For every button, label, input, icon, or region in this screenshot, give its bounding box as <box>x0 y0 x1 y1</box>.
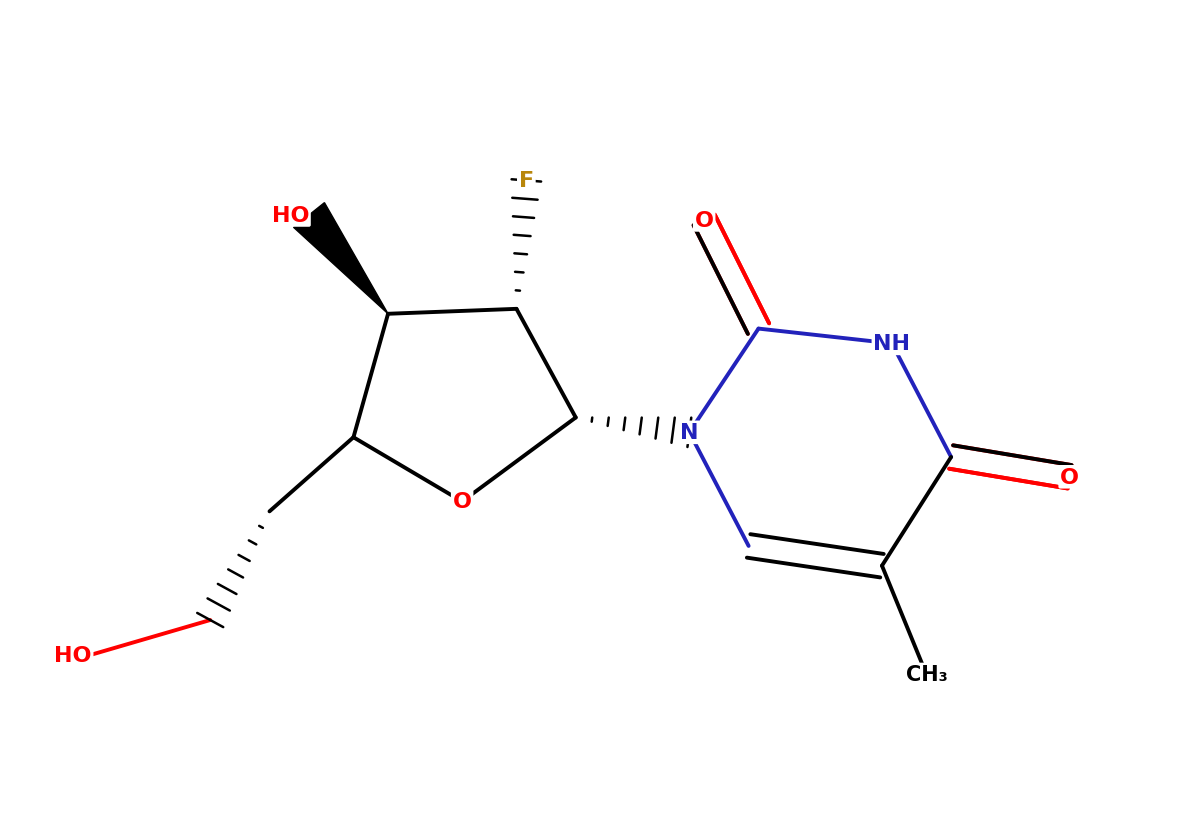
Text: NH: NH <box>873 334 910 354</box>
Text: HO: HO <box>272 206 308 226</box>
Text: CH₃: CH₃ <box>905 665 947 685</box>
Text: O: O <box>694 211 713 231</box>
Polygon shape <box>294 203 388 314</box>
Text: N: N <box>680 423 699 443</box>
Text: O: O <box>1060 467 1079 487</box>
Text: HO: HO <box>54 645 92 665</box>
Text: F: F <box>519 171 534 191</box>
Text: O: O <box>453 492 472 512</box>
